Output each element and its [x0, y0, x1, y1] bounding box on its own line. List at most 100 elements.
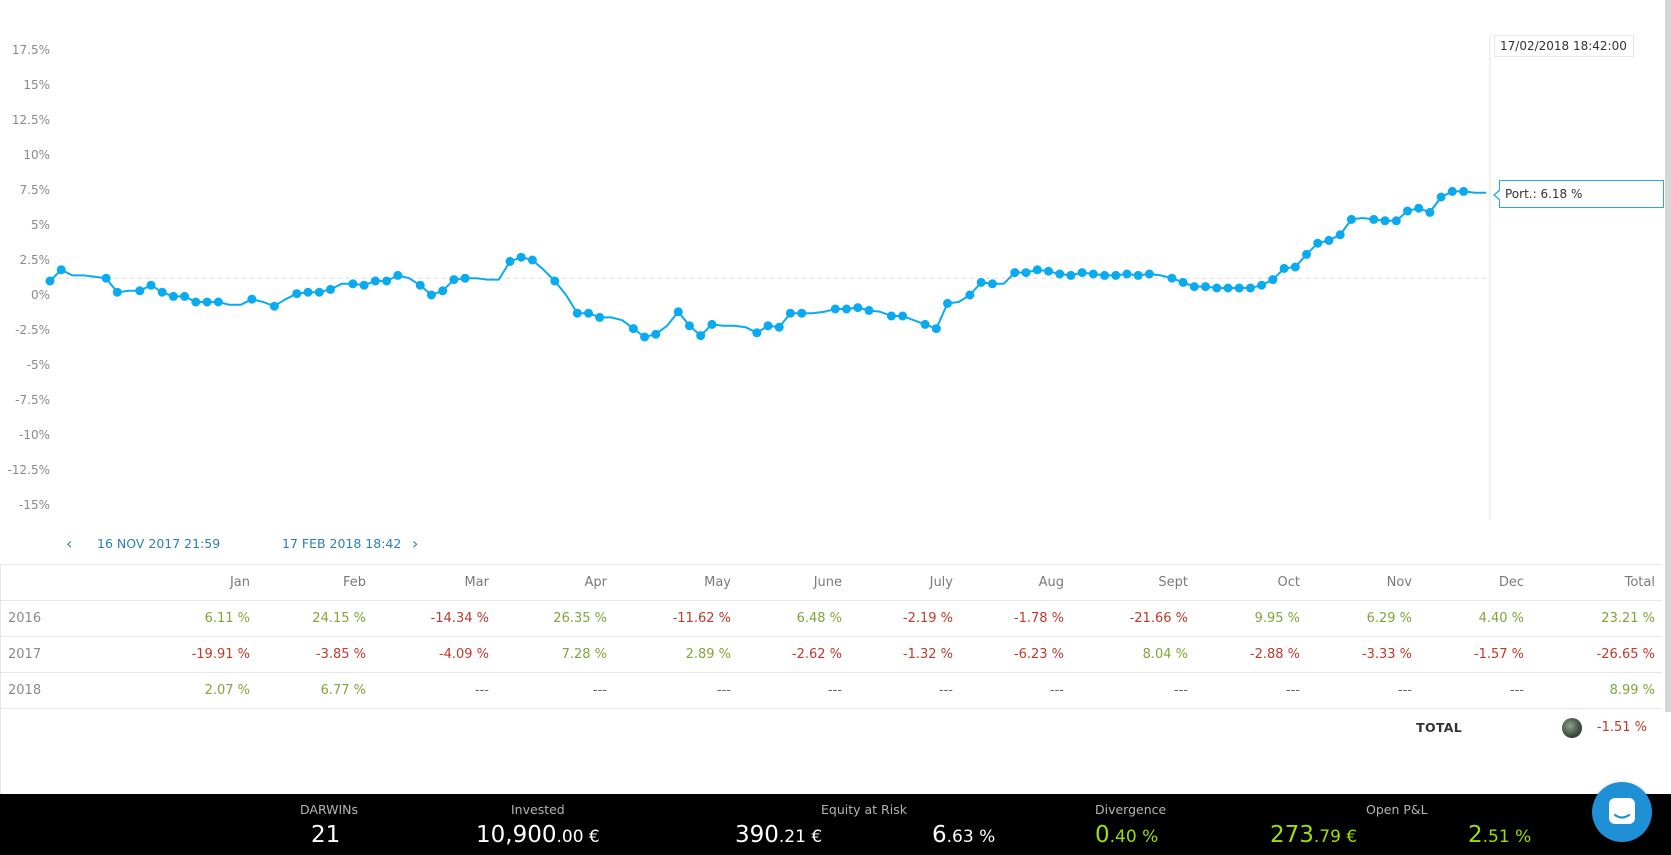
data-point-marker[interactable]	[1335, 230, 1345, 240]
data-point-marker[interactable]	[1425, 207, 1435, 217]
data-point-marker[interactable]	[1088, 269, 1098, 279]
data-point-marker[interactable]	[1178, 277, 1188, 287]
data-point-marker[interactable]	[1212, 283, 1222, 293]
data-point-marker[interactable]	[292, 289, 302, 299]
data-point-marker[interactable]	[314, 287, 324, 297]
data-point-marker[interactable]	[191, 297, 201, 307]
data-point-marker[interactable]	[1223, 283, 1233, 293]
data-point-marker[interactable]	[415, 280, 425, 290]
data-point-marker[interactable]	[797, 308, 807, 318]
data-point-marker[interactable]	[685, 321, 694, 331]
data-point-marker[interactable]	[1133, 270, 1143, 280]
chat-button[interactable]	[1592, 782, 1652, 842]
data-point-marker[interactable]	[763, 321, 773, 331]
data-point-marker[interactable]	[1313, 238, 1323, 248]
data-point-marker[interactable]	[460, 273, 470, 283]
data-point-marker[interactable]	[56, 265, 66, 275]
data-point-marker[interactable]	[595, 312, 605, 322]
data-point-marker[interactable]	[146, 280, 156, 290]
data-point-marker[interactable]	[965, 290, 975, 300]
data-point-marker[interactable]	[987, 279, 997, 289]
data-point-marker[interactable]	[864, 305, 874, 315]
range-end-date[interactable]: 17 FEB 2018 18:42	[282, 536, 402, 551]
data-point-marker[interactable]	[920, 319, 930, 329]
data-point-marker[interactable]	[1100, 270, 1110, 280]
data-point-marker[interactable]	[976, 277, 986, 287]
chevron-right-icon[interactable]: ›	[412, 534, 419, 553]
chart-canvas[interactable]: 17.5% 15% 12.5% 10% 7.5% 5% 2.5% 0% -2.5% -5% -7.5…	[0, 0, 1660, 530]
data-point-marker[interactable]	[505, 256, 515, 266]
data-point-marker[interactable]	[1436, 192, 1446, 202]
data-point-marker[interactable]	[101, 273, 111, 283]
data-point-marker[interactable]	[45, 276, 55, 286]
data-point-marker[interactable]	[168, 291, 178, 301]
data-point-marker[interactable]	[1234, 283, 1244, 293]
data-point-marker[interactable]	[785, 308, 795, 318]
data-point-marker[interactable]	[1459, 186, 1469, 196]
data-point-marker[interactable]	[1111, 270, 1121, 280]
data-point-marker[interactable]	[1279, 263, 1289, 273]
data-point-marker[interactable]	[1380, 216, 1390, 226]
data-point-marker[interactable]	[830, 304, 840, 314]
data-point-marker[interactable]	[886, 311, 896, 321]
data-point-marker[interactable]	[1245, 283, 1255, 293]
data-point-marker[interactable]	[572, 308, 582, 318]
data-point-marker[interactable]	[707, 319, 717, 329]
data-point-marker[interactable]	[393, 270, 403, 280]
performance-chart[interactable]: 17.5% 15% 12.5% 10% 7.5% 5% 2.5% 0% -2.5% -5% -7.5…	[0, 0, 1664, 530]
data-point-marker[interactable]	[1066, 270, 1076, 280]
data-point-marker[interactable]	[752, 328, 762, 338]
data-point-marker[interactable]	[1189, 282, 1199, 292]
data-point-marker[interactable]	[1290, 262, 1300, 272]
data-point-marker[interactable]	[1032, 265, 1042, 275]
data-point-marker[interactable]	[1391, 216, 1401, 226]
data-point-marker[interactable]	[1044, 266, 1053, 276]
data-point-marker[interactable]	[1369, 214, 1379, 224]
data-point-marker[interactable]	[1403, 206, 1412, 216]
data-point-marker[interactable]	[426, 290, 436, 300]
data-point-marker[interactable]	[898, 311, 908, 321]
data-point-marker[interactable]	[640, 332, 650, 342]
range-start-date[interactable]: 16 NOV 2017 21:59	[97, 536, 221, 551]
data-point-marker[interactable]	[1414, 203, 1424, 213]
data-point-marker[interactable]	[326, 284, 335, 294]
data-point-marker[interactable]	[651, 329, 661, 339]
data-point-marker[interactable]	[370, 276, 380, 286]
data-point-marker[interactable]	[213, 297, 223, 307]
data-point-marker[interactable]	[1055, 269, 1065, 279]
data-point-marker[interactable]	[157, 287, 167, 297]
data-point-marker[interactable]	[348, 279, 358, 289]
data-point-marker[interactable]	[1122, 269, 1132, 279]
data-point-marker[interactable]	[1447, 186, 1457, 196]
scrollbar[interactable]	[1665, 0, 1671, 712]
data-point-marker[interactable]	[438, 286, 448, 296]
data-point-marker[interactable]	[449, 275, 459, 285]
data-point-marker[interactable]	[1077, 268, 1087, 278]
data-point-marker[interactable]	[1144, 269, 1154, 279]
data-point-marker[interactable]	[382, 276, 392, 286]
data-point-marker[interactable]	[303, 287, 313, 297]
data-point-marker[interactable]	[247, 294, 257, 304]
data-point-marker[interactable]	[359, 280, 369, 290]
data-point-marker[interactable]	[628, 324, 638, 334]
data-point-marker[interactable]	[943, 298, 952, 308]
data-point-marker[interactable]	[584, 308, 593, 318]
data-point-marker[interactable]	[931, 324, 941, 334]
data-point-marker[interactable]	[1302, 249, 1311, 259]
data-point-marker[interactable]	[1257, 280, 1267, 290]
data-point-marker[interactable]	[112, 287, 122, 297]
data-point-marker[interactable]	[516, 252, 526, 262]
chevron-left-icon[interactable]: ‹	[66, 534, 73, 553]
data-point-marker[interactable]	[1346, 214, 1356, 224]
data-point-marker[interactable]	[550, 276, 560, 286]
data-point-marker[interactable]	[853, 303, 863, 313]
data-point-marker[interactable]	[202, 297, 212, 307]
data-point-marker[interactable]	[1201, 282, 1210, 292]
data-point-marker[interactable]	[135, 286, 145, 296]
data-point-marker[interactable]	[1324, 235, 1334, 245]
data-point-marker[interactable]	[1010, 268, 1020, 278]
data-point-marker[interactable]	[527, 255, 537, 265]
data-point-marker[interactable]	[1021, 268, 1031, 278]
data-point-marker[interactable]	[696, 331, 706, 341]
data-point-marker[interactable]	[269, 301, 279, 311]
